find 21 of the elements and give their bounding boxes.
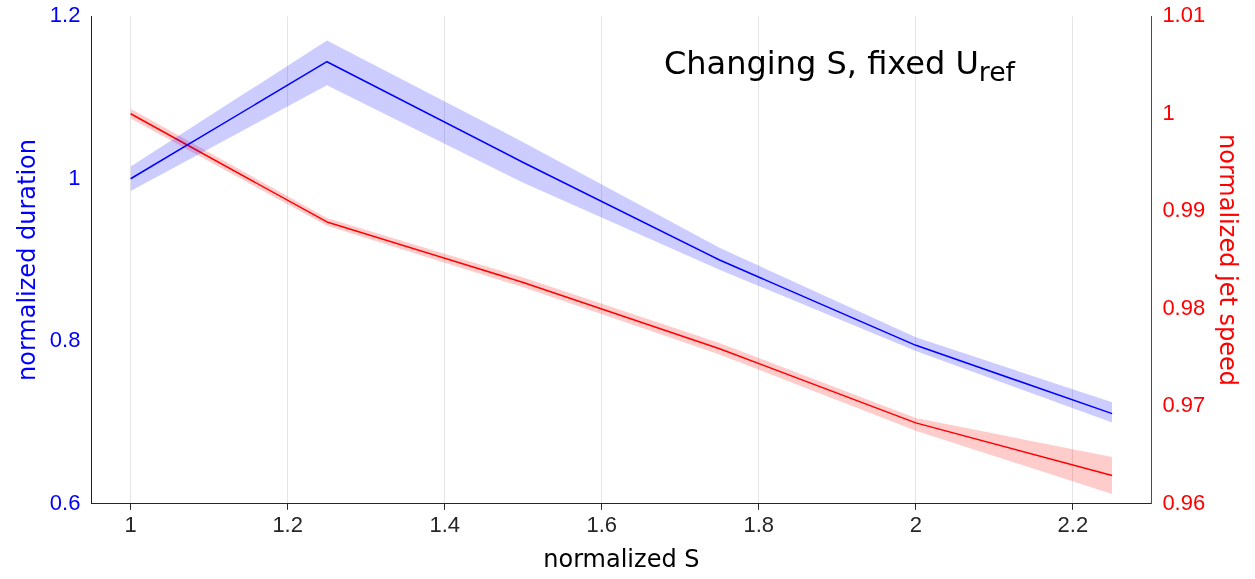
y2-tick-label: 0.96 [1162, 489, 1206, 515]
y2-axis-title: normalized jet speed [1214, 134, 1243, 386]
y-tick-label: 1 [68, 164, 81, 190]
y-tick-label: 0.8 [49, 327, 81, 353]
x-tick-label: 1.6 [586, 512, 618, 538]
x-tick-label: 2.2 [1057, 512, 1089, 538]
y2-tick-label: 0.98 [1162, 294, 1206, 320]
y2-tick-label: 1.01 [1162, 2, 1206, 28]
y-tick-label: 0.6 [49, 489, 81, 515]
x-tick-label: 1 [124, 512, 137, 538]
y2-tick-label: 0.99 [1162, 197, 1206, 223]
x-tick-label: 1.4 [429, 512, 461, 538]
y2-tick-label: 0.97 [1162, 392, 1206, 418]
y-axis-title: normalized duration [12, 139, 41, 381]
y-tick-label: 1.2 [49, 2, 81, 28]
text: Changing S, fixed U$_{ref}$ [663, 44, 1015, 88]
y2-tick-label: 1 [1162, 99, 1175, 125]
x-tick-label: 2 [909, 512, 922, 538]
x-tick-label: 1.2 [272, 512, 303, 538]
x-tick-label: 1.8 [743, 512, 775, 538]
x-axis-title: normalized S [543, 544, 700, 573]
